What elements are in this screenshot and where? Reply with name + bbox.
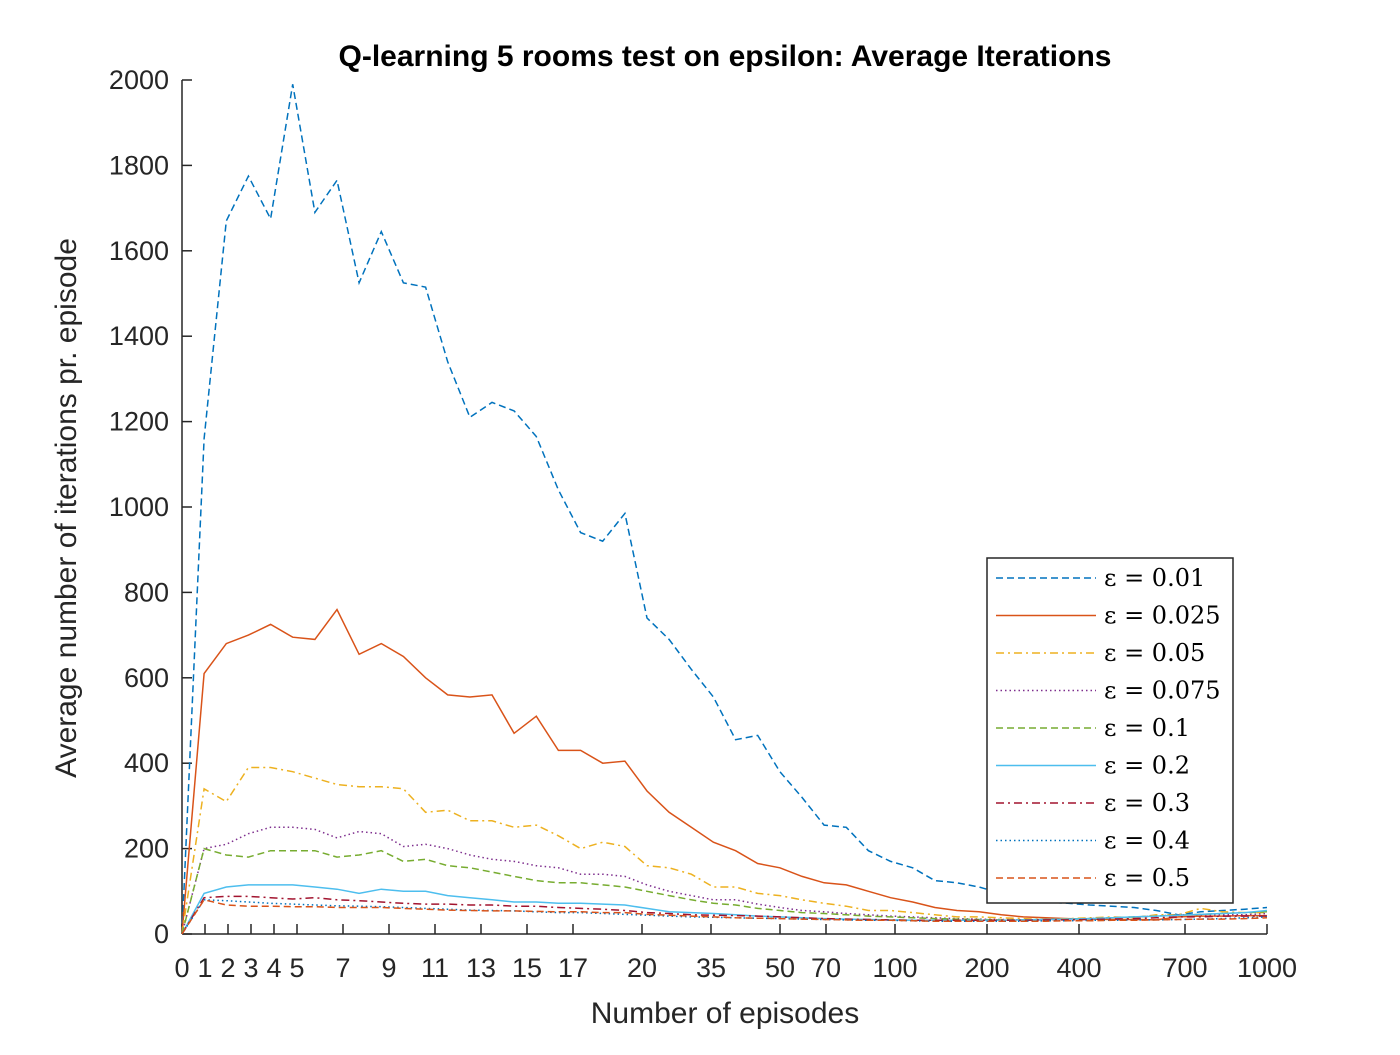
x-tick-label: 1 [197,953,212,983]
x-tick-label: 400 [1056,953,1101,983]
legend-label-5: ε = 0.2 [1104,752,1190,780]
legend-label-4: ε = 0.1 [1104,714,1190,742]
legend-label-1: ε = 0.025 [1104,602,1221,630]
legend-label-7: ε = 0.4 [1104,827,1190,855]
series-line-2 [181,766,1267,935]
y-tick-label: 200 [124,834,169,864]
x-tick-label: 0 [174,953,189,983]
y-tick-label: 600 [124,663,169,693]
x-tick-label: 3 [243,953,258,983]
x-tick-label: 50 [765,953,795,983]
series-line-6 [181,895,1267,935]
x-tick-label: 35 [696,953,726,983]
legend-label-8: ε = 0.5 [1104,864,1190,892]
series-line-5 [181,884,1268,935]
x-tick-label: 200 [964,953,1009,983]
y-tick-label: 1800 [109,150,169,180]
y-tick-label: 1400 [109,321,169,351]
y-axis-label: Average number of iterations pr. episode [50,238,83,778]
x-tick-label: 70 [811,953,841,983]
x-tick-label: 9 [381,953,396,983]
series-lines [181,84,1268,935]
y-tick-label: 800 [124,577,169,607]
series-line-7 [181,899,1268,935]
x-tick-label: 5 [289,953,304,983]
y-tick-label: 400 [124,748,169,778]
x-tick-label: 700 [1162,953,1207,983]
x-tick-label: 17 [558,953,588,983]
y-tick-label: 1000 [109,492,169,522]
x-tick-label: 4 [266,953,281,983]
x-tick-label: 1000 [1237,953,1297,983]
legend-label-3: ε = 0.075 [1104,677,1221,705]
legend-label-2: ε = 0.05 [1104,639,1205,667]
legend-label-0: ε = 0.01 [1104,564,1205,592]
chart-title: Q-learning 5 rooms test on epsilon: Aver… [339,40,1112,73]
x-tick-label: 11 [421,953,449,983]
x-tick-label: 15 [512,953,542,983]
series-line-0 [181,84,1268,935]
x-tick-label: 2 [220,953,235,983]
y-tick-label: 0 [154,919,169,949]
legend-label-6: ε = 0.3 [1104,789,1190,817]
x-axis-label: Number of episodes [591,997,859,1030]
y-tick-label: 1200 [109,407,169,437]
x-tick-label: 20 [627,953,657,983]
series-line-8 [181,898,1268,935]
y-tick-label: 1600 [109,236,169,266]
x-tick-label: 100 [872,953,917,983]
x-tick-label: 13 [466,953,496,983]
legend: ε = 0.01 ε = 0.025 ε = 0.05 ε = 0.075 ε = 0.… [986,557,1234,904]
x-tick-label: 7 [335,953,350,983]
series-line-3 [181,826,1268,935]
y-tick-label: 2000 [109,65,169,95]
